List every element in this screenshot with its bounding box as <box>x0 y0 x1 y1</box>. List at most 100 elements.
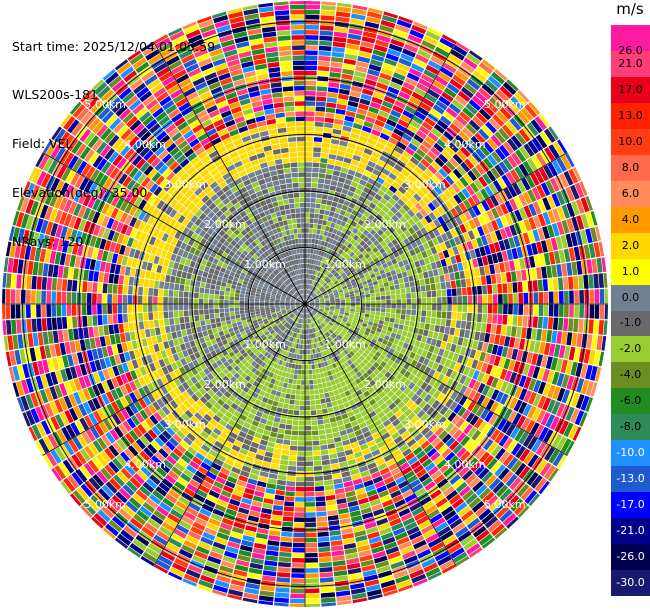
radar-gate <box>437 383 446 392</box>
radar-gate <box>498 127 510 141</box>
radar-gate <box>298 436 305 441</box>
radar-gate <box>358 103 369 111</box>
radar-gate <box>324 295 329 298</box>
radar-gate <box>424 214 433 224</box>
radar-gate <box>408 67 422 78</box>
radar-gate <box>305 583 320 589</box>
radar-gate <box>500 272 507 283</box>
radar-gate <box>318 173 326 179</box>
radar-gate <box>588 274 594 289</box>
radar-gate <box>328 254 333 260</box>
radar-gate <box>410 241 418 249</box>
radar-gate <box>350 279 356 284</box>
radar-gate <box>305 218 310 223</box>
radar-gate <box>492 284 498 294</box>
radar-gate <box>309 259 312 264</box>
radar-gate <box>313 152 321 158</box>
radar-gate <box>320 287 325 292</box>
radar-gate <box>370 311 376 315</box>
radar-gate <box>272 400 279 407</box>
radar-gate <box>457 90 471 103</box>
radar-gate <box>392 274 398 281</box>
radar-gate <box>279 397 285 403</box>
radar-gate <box>305 177 312 183</box>
radar-gate <box>357 271 364 277</box>
radar-gate <box>349 164 358 171</box>
radar-gate <box>479 144 490 157</box>
radar-gate <box>332 41 346 48</box>
radar-gate <box>292 542 305 548</box>
radar-gate <box>384 221 392 229</box>
radar-gate <box>423 69 437 80</box>
radar-gate <box>359 247 365 253</box>
radar-gate <box>305 248 308 254</box>
radar-gate <box>583 244 591 259</box>
radar-gate <box>310 304 315 306</box>
radar-gate <box>477 226 485 237</box>
radar-gate <box>324 270 329 276</box>
radar-gate <box>349 90 361 98</box>
radar-gate <box>458 395 468 406</box>
radar-gate <box>338 249 344 255</box>
radar-gate <box>318 178 325 184</box>
radar-gate <box>411 309 417 316</box>
radar-gate <box>314 121 324 127</box>
radar-gate <box>336 203 343 209</box>
radar-gate <box>305 303 310 304</box>
radar-gate <box>506 347 514 359</box>
radar-gate <box>326 402 333 408</box>
radar-gate <box>518 375 527 388</box>
radar-gate <box>397 198 405 207</box>
radar-gate <box>305 136 314 142</box>
radar-gate <box>502 283 508 294</box>
radar-gate <box>320 304 325 306</box>
radar-gate <box>396 299 401 304</box>
radar-gate <box>418 328 424 336</box>
radar-gate <box>348 288 354 293</box>
radar-gate <box>335 493 346 500</box>
radar-gate <box>332 288 337 292</box>
radar-gate <box>485 121 497 134</box>
radar-gate <box>297 441 305 446</box>
radar-gate <box>494 263 501 274</box>
radar-gate <box>384 267 390 273</box>
radar-gate <box>545 180 556 194</box>
radar-gate <box>397 248 404 256</box>
radar-gate <box>492 114 505 127</box>
radar-gate <box>431 199 441 209</box>
radar-gate <box>398 324 404 330</box>
radar-gate <box>353 75 365 83</box>
radar-gate <box>551 223 560 237</box>
radar-gate <box>305 415 311 421</box>
radar-gate <box>531 187 542 201</box>
radar-gate <box>321 142 330 149</box>
radar-gate <box>311 293 316 297</box>
radar-gate <box>485 100 499 113</box>
radar-gate <box>390 290 396 295</box>
radar-gate <box>507 282 513 293</box>
radar-gate <box>339 279 345 284</box>
radar-gate <box>368 269 375 275</box>
radar-gate <box>441 223 450 233</box>
radar-gate <box>583 349 591 364</box>
radar-gate <box>461 312 467 321</box>
radar-gate <box>305 588 320 594</box>
radar-gate <box>395 334 402 340</box>
radar-gate <box>365 310 371 315</box>
radar-gate <box>305 304 310 306</box>
radar-gate <box>471 193 481 205</box>
radar-gate <box>569 304 574 318</box>
radar-gate <box>455 70 469 82</box>
radar-gate <box>481 200 490 212</box>
radar-gate <box>313 384 319 390</box>
radar-gate <box>307 289 310 295</box>
radar-gate <box>424 375 432 384</box>
radar-gate <box>391 194 400 202</box>
radar-gate <box>491 344 499 355</box>
radar-gate <box>396 141 407 151</box>
radar-gate <box>445 368 453 378</box>
radar-gate <box>305 441 313 446</box>
radar-gate <box>306 279 308 284</box>
radar-gate <box>422 358 430 366</box>
radar-gate <box>393 338 400 345</box>
